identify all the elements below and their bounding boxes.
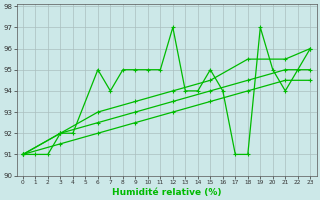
X-axis label: Humidité relative (%): Humidité relative (%) bbox=[112, 188, 221, 197]
